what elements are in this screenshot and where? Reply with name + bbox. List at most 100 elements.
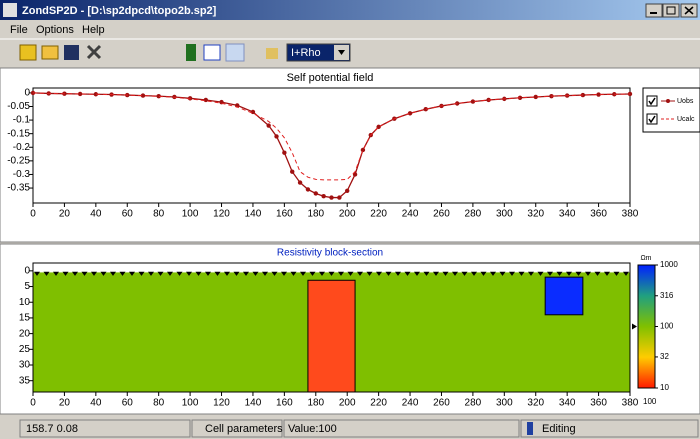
- data-point: [313, 191, 318, 196]
- series-line: [32, 92, 631, 181]
- electrode: [281, 271, 287, 276]
- x-tick-label: 20: [59, 398, 71, 409]
- x-tick-label: 200: [339, 398, 356, 409]
- electrode: [585, 271, 591, 276]
- data-point: [407, 111, 413, 116]
- electrode: [91, 271, 97, 276]
- electrode: [119, 271, 126, 276]
- electrode: [309, 271, 316, 276]
- y-tick-label: 30: [19, 360, 31, 371]
- data-point: [266, 123, 271, 128]
- electrode: [328, 271, 335, 276]
- y-tick-label: -0.05: [7, 101, 30, 112]
- app-icon: [3, 3, 17, 17]
- electrode: [366, 271, 373, 276]
- x-tick-label: 240: [402, 209, 419, 220]
- electrode: [528, 271, 534, 276]
- electrode: [347, 271, 354, 276]
- electrode: [556, 271, 563, 276]
- toolbar: I+Rho: [19, 43, 351, 62]
- menu-item[interactable]: Options: [36, 24, 74, 36]
- colorbar-unit: Ωm: [640, 255, 651, 262]
- resistivity-block: [307, 279, 356, 393]
- y-tick-label: -0.15: [7, 128, 30, 139]
- x-tick-label: 100: [182, 398, 199, 409]
- minimize[interactable]: [645, 3, 663, 18]
- electrode: [433, 271, 439, 276]
- electrode: [138, 271, 145, 276]
- data-point: [77, 91, 83, 97]
- x-tick-label: 60: [122, 398, 134, 409]
- data-point: [250, 109, 256, 115]
- electrode: [53, 271, 59, 276]
- tool-button[interactable]: [225, 43, 245, 62]
- electrode: [376, 271, 382, 276]
- x-tick-label: 0: [30, 209, 36, 220]
- maximize[interactable]: [662, 3, 680, 18]
- menu-item[interactable]: File: [10, 24, 28, 36]
- x-tick-label: 120: [213, 398, 230, 409]
- data-point: [93, 92, 99, 97]
- value-pointer: [632, 323, 637, 330]
- electrode: [157, 271, 164, 276]
- y-tick-label: 35: [19, 375, 31, 386]
- tool-button[interactable]: [41, 45, 59, 60]
- electrode: [205, 271, 211, 276]
- electrode: [319, 271, 325, 276]
- x-tick-label: 140: [245, 398, 262, 409]
- electrode: [72, 271, 78, 276]
- x-tick-label: 280: [465, 398, 482, 409]
- status-value: Value:100: [288, 423, 337, 435]
- electrode: [271, 271, 278, 276]
- data-point: [423, 107, 428, 112]
- data-point: [345, 188, 350, 193]
- x-tick-label: 180: [307, 398, 324, 409]
- legend-marker: [666, 99, 670, 103]
- x-tick-label: 340: [559, 398, 576, 409]
- data-point: [360, 147, 366, 153]
- x-tick-label: 60: [122, 209, 134, 220]
- electrode: [566, 271, 572, 276]
- status-mode: Editing: [542, 423, 576, 435]
- colorbar: [637, 264, 656, 389]
- data-point: [282, 150, 287, 155]
- chart-title: Resistivity block-section: [277, 248, 383, 259]
- electrode: [537, 271, 544, 276]
- tool-button[interactable]: [203, 44, 221, 61]
- x-tick-label: 340: [559, 209, 576, 220]
- y-tick-label: -0.3: [13, 169, 31, 180]
- x-tick-label: 80: [153, 398, 165, 409]
- electrode: [604, 271, 610, 276]
- check-mark: [648, 115, 656, 124]
- charts: 0 20 40 60 80 100 120 140 160 180 200 220 240 260 280 3…: [7, 87, 695, 409]
- electrode: [499, 271, 506, 276]
- electrode: [186, 271, 192, 276]
- combo-value: I+Rho: [291, 47, 321, 59]
- electrode: [385, 271, 392, 276]
- tool-button[interactable]: [19, 44, 37, 61]
- x-tick-label: 380: [622, 209, 639, 220]
- x-tick-label: 300: [496, 398, 513, 409]
- x-tick-label: 40: [90, 209, 102, 220]
- menu-item[interactable]: Help: [82, 24, 105, 36]
- tool-button[interactable]: [86, 44, 102, 60]
- tool-button[interactable]: [64, 45, 79, 60]
- electrode: [594, 271, 601, 276]
- title-bar: [0, 0, 700, 20]
- electrode: [243, 271, 249, 276]
- data-point: [140, 93, 146, 98]
- y-tick-label: 20: [19, 328, 31, 339]
- tool-button[interactable]: [266, 48, 278, 59]
- legend: [642, 87, 700, 133]
- x-tick-label: 240: [402, 398, 419, 409]
- electrode: [110, 271, 116, 276]
- electrode: [575, 271, 582, 276]
- data-point: [290, 169, 295, 174]
- electrode: [490, 271, 496, 276]
- data-point: [156, 93, 161, 99]
- electrode: [252, 271, 259, 276]
- electrode: [547, 271, 553, 276]
- x-tick-label: 0: [30, 398, 36, 409]
- tool-button[interactable]: [186, 44, 196, 61]
- y-tick-label: -0.2: [13, 142, 31, 153]
